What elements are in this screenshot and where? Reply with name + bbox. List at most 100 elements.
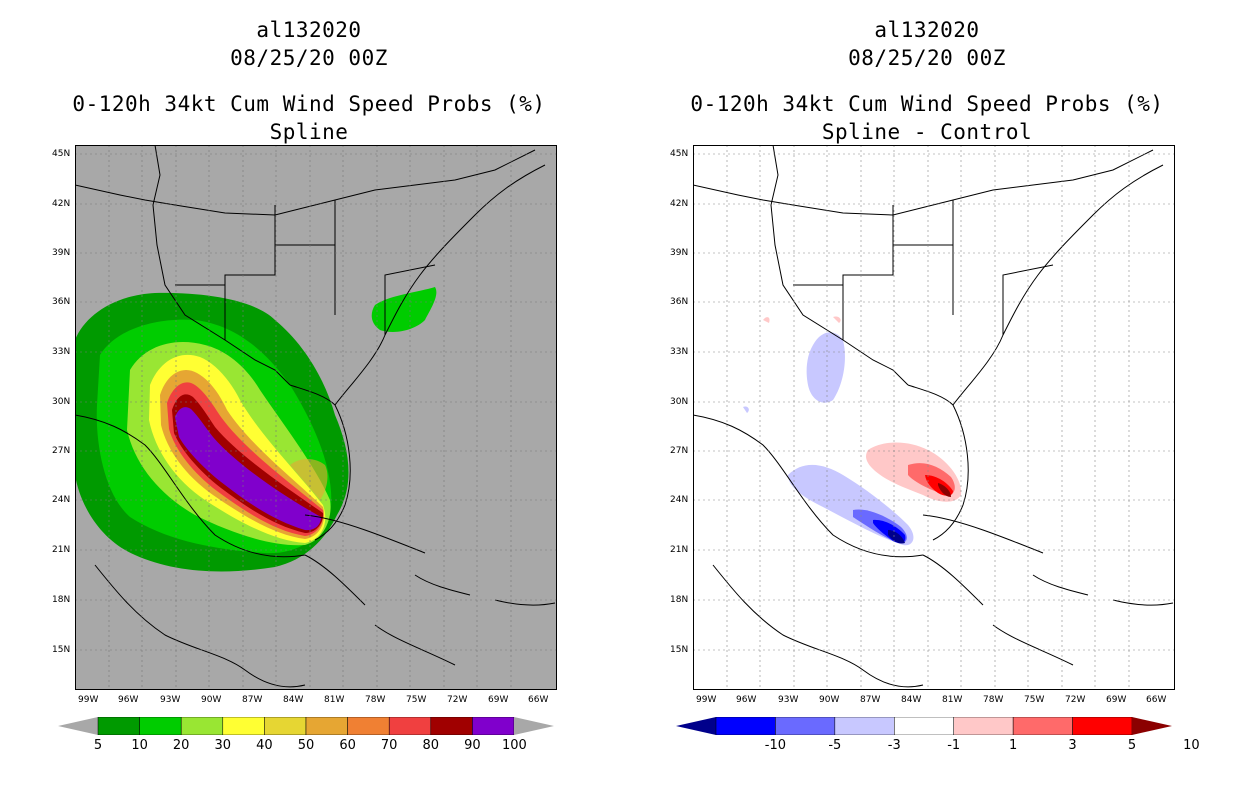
right-subtitle: Spline - Control — [821, 120, 1033, 144]
colorbar-segment — [834, 717, 895, 735]
right-xtick: 90W — [819, 695, 840, 705]
right-ytick: 39N — [670, 248, 689, 258]
right-xtick: 72W — [1065, 695, 1086, 705]
colorbar-label: 60 — [339, 738, 356, 753]
colorbar-segment — [305, 717, 348, 735]
colorbar-right-arrow — [1132, 717, 1172, 735]
right-ytick: 45N — [670, 149, 689, 159]
left-xtick: 81W — [324, 695, 345, 705]
right-ytick: 21N — [670, 545, 689, 555]
left-ytick: 45N — [52, 149, 71, 159]
left-xtick: 93W — [160, 695, 181, 705]
colorbar-label: -1 — [947, 738, 961, 753]
colorbar-segment — [715, 717, 776, 735]
colorbar-segment — [894, 717, 954, 735]
left-storm-id: al132020 — [256, 18, 362, 42]
right-xtick: 96W — [736, 695, 757, 705]
right-ytick: 15N — [670, 645, 689, 655]
colorbar-label: 100 — [502, 738, 527, 753]
left-subtitle: Spline — [269, 120, 349, 144]
left-ytick: 39N — [52, 248, 71, 258]
right-date: 08/25/20 00Z — [848, 46, 1006, 70]
colorbar-label: 5 — [93, 738, 103, 753]
colorbar-label: 3 — [1068, 738, 1077, 753]
colorbar-segment — [775, 717, 836, 735]
left-colorbar — [58, 717, 554, 735]
colorbar-label: 90 — [464, 738, 481, 753]
left-date: 08/25/20 00Z — [230, 46, 388, 70]
colorbar-segment — [264, 717, 307, 735]
colorbar-left-arrow — [58, 717, 98, 735]
right-panel: al132020 08/25/20 00Z 0-120h 34kt Cum Wi… — [618, 0, 1236, 800]
colorbar-segment — [953, 717, 1014, 735]
left-xtick: 87W — [242, 695, 263, 705]
left-xtick: 75W — [406, 695, 427, 705]
left-xtick: 96W — [118, 695, 139, 705]
colorbar-label: 5 — [1127, 738, 1137, 753]
right-map — [693, 145, 1175, 690]
left-xtick: 99W — [78, 695, 99, 705]
left-ytick: 30N — [52, 397, 71, 407]
colorbar-segment — [222, 717, 265, 735]
colorbar-label: -10 — [764, 738, 787, 753]
colorbar-segment — [388, 717, 432, 735]
right-xtick: 84W — [901, 695, 922, 705]
left-ytick: 27N — [52, 446, 71, 456]
colorbar-segment — [1072, 717, 1133, 735]
right-storm-id: al132020 — [874, 18, 980, 42]
colorbar-label: 40 — [256, 738, 273, 753]
right-xtick: 66W — [1146, 695, 1167, 705]
colorbar-segment — [472, 717, 515, 735]
right-xtick: 93W — [778, 695, 799, 705]
colorbar-segment — [139, 717, 182, 735]
colorbar-right-arrow — [514, 717, 554, 735]
left-ytick: 36N — [52, 297, 71, 307]
left-xtick: 84W — [283, 695, 304, 705]
colorbar-label: 70 — [380, 738, 398, 753]
left-xtick: 66W — [528, 695, 549, 705]
colorbar-label: -3 — [887, 738, 901, 753]
left-map-frame — [75, 145, 557, 690]
left-panel: al132020 08/25/20 00Z 0-120h 34kt Cum Wi… — [52, 18, 557, 753]
right-xtick: 87W — [860, 695, 881, 705]
colorbar-label: 30 — [214, 738, 232, 753]
colorbar-label: 10 — [1183, 738, 1200, 753]
right-xtick: 81W — [942, 695, 963, 705]
left-xtick: 72W — [447, 695, 468, 705]
left-title: 0-120h 34kt Cum Wind Speed Probs (%) — [72, 92, 546, 116]
right-coastlines — [693, 145, 1174, 688]
left-probability-swath — [75, 287, 437, 572]
left-ytick: 42N — [52, 199, 71, 209]
colorbar-segment — [180, 717, 224, 735]
left-map-svg — [75, 145, 557, 690]
left-ytick: 21N — [52, 545, 71, 555]
right-ytick: 30N — [670, 397, 689, 407]
left-xtick: 69W — [488, 695, 509, 705]
right-ytick: 24N — [670, 495, 689, 505]
colorbar-label: 80 — [422, 738, 440, 753]
right-colorbar-svg — [676, 717, 1172, 735]
right-colorbar — [676, 717, 1172, 735]
left-coastlines — [75, 145, 556, 688]
left-xtick: 78W — [365, 695, 386, 705]
colorbar-label: 20 — [172, 738, 190, 753]
right-ytick: 36N — [670, 297, 689, 307]
right-map-frame — [693, 145, 1175, 690]
left-ytick: 24N — [52, 495, 71, 505]
left-grid — [75, 145, 557, 690]
right-difference-field — [743, 316, 962, 546]
left-xtick: 90W — [201, 695, 222, 705]
left-map — [75, 145, 557, 690]
left-colorbar-svg — [58, 717, 554, 735]
right-grid — [693, 145, 1175, 690]
right-xtick: 99W — [696, 695, 717, 705]
right-xtick: 75W — [1024, 695, 1045, 705]
right-ytick: 18N — [670, 595, 689, 605]
left-ytick: 33N — [52, 347, 71, 357]
colorbar-segment — [97, 717, 140, 735]
left-ytick: 18N — [52, 595, 71, 605]
colorbar-segment — [430, 717, 473, 735]
right-xtick: 69W — [1106, 695, 1127, 705]
colorbar-left-arrow — [676, 717, 716, 735]
right-ytick: 42N — [670, 199, 689, 209]
